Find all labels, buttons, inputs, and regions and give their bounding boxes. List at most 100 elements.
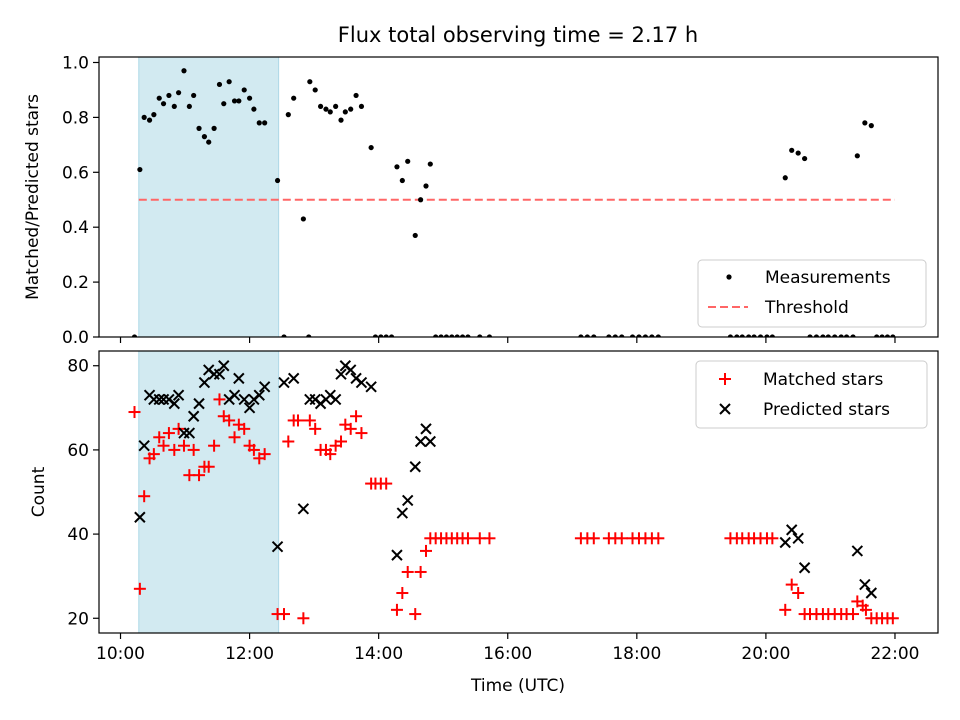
- measurement-point: [312, 87, 318, 93]
- predicted-stars-point: [355, 376, 368, 389]
- measurement-point: [156, 95, 162, 101]
- x-tick-label: 20:00: [741, 644, 790, 664]
- measurement-point: [181, 68, 187, 74]
- measurement-point: [333, 103, 339, 110]
- predicted-stars-point: [187, 410, 200, 422]
- measurement-point: [433, 334, 439, 337]
- y-axis-ticks: 0.0 0.2 0.4 0.6 0.8 1.0: [62, 53, 99, 348]
- marker-stroke: [335, 368, 347, 380]
- legend-marker-measurements: [726, 274, 732, 280]
- marker-stroke: [193, 397, 205, 410]
- predicted-stars-point: [183, 427, 196, 439]
- matched-stars-point: [344, 422, 357, 435]
- y-tick-label: 0.6: [62, 163, 89, 183]
- predicted-stars-point: [424, 435, 437, 448]
- measurement-point: [231, 98, 238, 104]
- x-tick-label: 16:00: [483, 644, 532, 664]
- measurement-point: [838, 334, 844, 337]
- top-panel: 0.0 0.2 0.4 0.6 0.8 1.0 Matched/Predicted sta…: [23, 53, 939, 348]
- measurement-point: [584, 334, 590, 337]
- marker-stroke: [859, 578, 871, 591]
- marker-stroke: [138, 439, 150, 452]
- predicted-stars-point: [409, 461, 421, 473]
- measurement-point: [820, 334, 826, 337]
- matched-stars-point: [396, 587, 409, 600]
- measurement-point: [146, 117, 153, 123]
- matched-stars-point: [213, 393, 226, 406]
- y-tick-label: 20: [67, 609, 89, 629]
- measurement-point: [874, 334, 880, 337]
- matched-stars-point: [202, 460, 215, 473]
- marker-stroke: [424, 435, 437, 448]
- measurement-point: [764, 334, 770, 337]
- marker-stroke: [851, 545, 864, 557]
- matched-stars-point: [419, 544, 432, 557]
- measurement-point: [175, 90, 182, 96]
- measurement-point: [757, 334, 764, 337]
- matched-stars-point: [380, 477, 393, 490]
- measurement-point: [256, 120, 262, 126]
- marker-stroke: [183, 427, 196, 439]
- matched-stars-point: [859, 603, 872, 616]
- matched-stars-point: [766, 532, 779, 545]
- matched-stars-point: [157, 439, 170, 452]
- measurement-point: [459, 334, 466, 337]
- measurement-point: [782, 175, 788, 181]
- matched-stars-point: [779, 603, 792, 616]
- marker-stroke: [243, 402, 256, 414]
- measurement-point: [751, 334, 757, 337]
- measurement-point: [131, 334, 138, 337]
- predicted-stars-point: [193, 397, 205, 410]
- measurement-point: [383, 334, 389, 337]
- predicted-stars-point: [391, 549, 403, 561]
- marker-stroke: [213, 368, 226, 380]
- predicted-stars-point: [335, 368, 347, 380]
- matched-stars-point: [483, 532, 496, 545]
- marker-stroke: [278, 376, 290, 389]
- measurement-point: [323, 106, 329, 112]
- measurement-point: [137, 166, 143, 173]
- matched-stars-point: [278, 608, 291, 621]
- predicted-stars-point: [304, 393, 316, 406]
- matched-stars-point: [138, 490, 151, 503]
- measurement-point: [825, 334, 831, 337]
- legend-label-predicted: Predicted stars: [763, 400, 890, 420]
- y-tick-label: 0.4: [62, 218, 89, 238]
- marker-stroke: [258, 381, 271, 393]
- matched-stars-point: [168, 443, 181, 456]
- measurement-point: [629, 334, 636, 337]
- marker-stroke: [198, 376, 211, 389]
- marker-stroke: [391, 549, 403, 561]
- measurement-point: [890, 334, 896, 337]
- predicted-stars-point: [798, 562, 811, 574]
- measurement-point: [236, 98, 242, 104]
- predicted-stars-point: [228, 389, 241, 401]
- x-axis-label: Time (UTC): [470, 676, 565, 696]
- measurement-point: [843, 334, 850, 337]
- y-axis-ticks: 20 40 60 80: [67, 357, 99, 629]
- marker-stroke: [218, 360, 230, 372]
- measurement-point: [862, 120, 868, 126]
- matched-stars-point: [409, 608, 422, 621]
- predicted-stars-point: [859, 578, 871, 591]
- matched-stars-point: [147, 448, 160, 461]
- measurement-point: [850, 334, 856, 337]
- y-tick-label: 40: [67, 525, 89, 545]
- marker-stroke: [168, 397, 181, 410]
- measurement-point: [206, 139, 212, 145]
- measurement-point: [636, 334, 642, 337]
- matched-stars-point: [461, 532, 474, 545]
- predicted-stars-point: [218, 360, 230, 372]
- matched-stars-point: [401, 565, 414, 578]
- plot-frame: [98, 350, 939, 634]
- marker-stroke: [253, 389, 265, 401]
- measurement-point: [306, 334, 312, 337]
- matched-stars-point: [133, 582, 146, 595]
- measurement-point: [368, 144, 374, 151]
- predicted-stars-point: [153, 393, 165, 406]
- predicted-stars-point: [344, 364, 357, 376]
- matched-stars-point: [792, 587, 805, 600]
- matched-stars-point: [238, 422, 251, 435]
- measurement-point: [418, 197, 424, 203]
- legend-label-measurements: Measurements: [765, 268, 891, 288]
